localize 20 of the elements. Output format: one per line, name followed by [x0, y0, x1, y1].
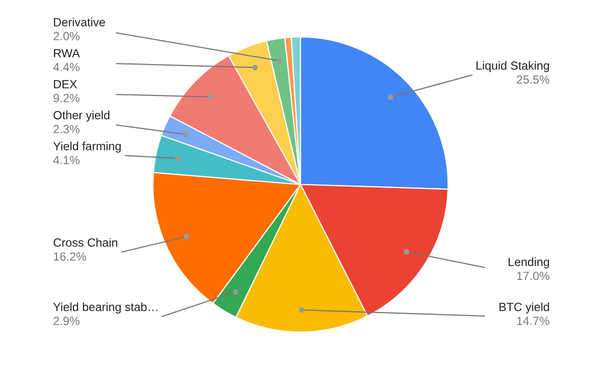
- slice-label: BTC yield: [500, 302, 549, 314]
- slice-label: Derivative: [54, 18, 105, 26]
- data-label: 25.5%: [516, 75, 550, 84]
- data-label: 9.2%: [54, 94, 80, 102]
- data-label: 2.3%: [54, 124, 80, 134]
- data-label: 17.0%: [517, 272, 550, 280]
- slice-label: RWA: [54, 49, 80, 58]
- data-label: 14.7%: [517, 316, 550, 326]
- slice-label: Other yield: [54, 110, 110, 122]
- slice-label: Yield bearing stab…: [53, 302, 158, 314]
- data-label: 4.4%: [53, 62, 80, 72]
- slice-label: Cross Chain: [54, 238, 118, 247]
- slice-label: DEX: [54, 80, 78, 88]
- data-label: 2.0%: [54, 32, 80, 40]
- slice-label: Liquid Staking: [476, 61, 549, 72]
- slice-label: Lending: [508, 257, 549, 268]
- data-label: 16.2%: [54, 252, 86, 261]
- data-label: 2.9%: [54, 316, 80, 326]
- slice-label: Yield farming: [53, 142, 121, 153]
- data-label: 4.1%: [53, 156, 80, 164]
